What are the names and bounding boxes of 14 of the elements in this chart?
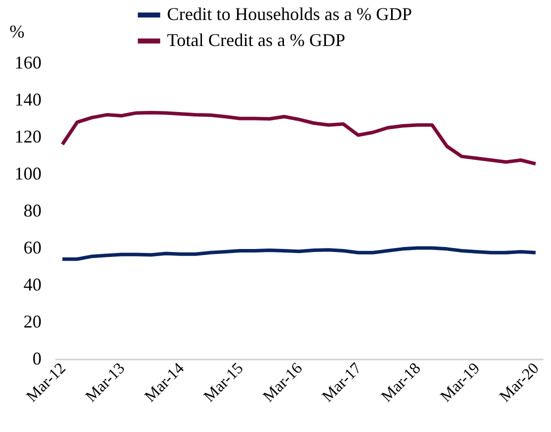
line-series [60, 110, 538, 166]
line-series [60, 246, 538, 261]
y-axis-title: % [10, 22, 24, 42]
y-tick-label: 100 [14, 164, 42, 184]
legend-label: Credit to Households as a % GDP [167, 4, 412, 24]
legend-label: Total Credit as a % GDP [167, 30, 346, 50]
y-tick-label: 20 [24, 312, 42, 332]
y-tick-label: 120 [14, 126, 42, 146]
y-tick-label: 60 [24, 238, 42, 258]
y-tick-label: 40 [24, 274, 42, 294]
y-tick-label: 140 [14, 90, 42, 110]
y-tick-label: 80 [24, 200, 42, 220]
y-tick-label: 0 [32, 348, 42, 368]
y-tick-label: 160 [14, 52, 42, 72]
